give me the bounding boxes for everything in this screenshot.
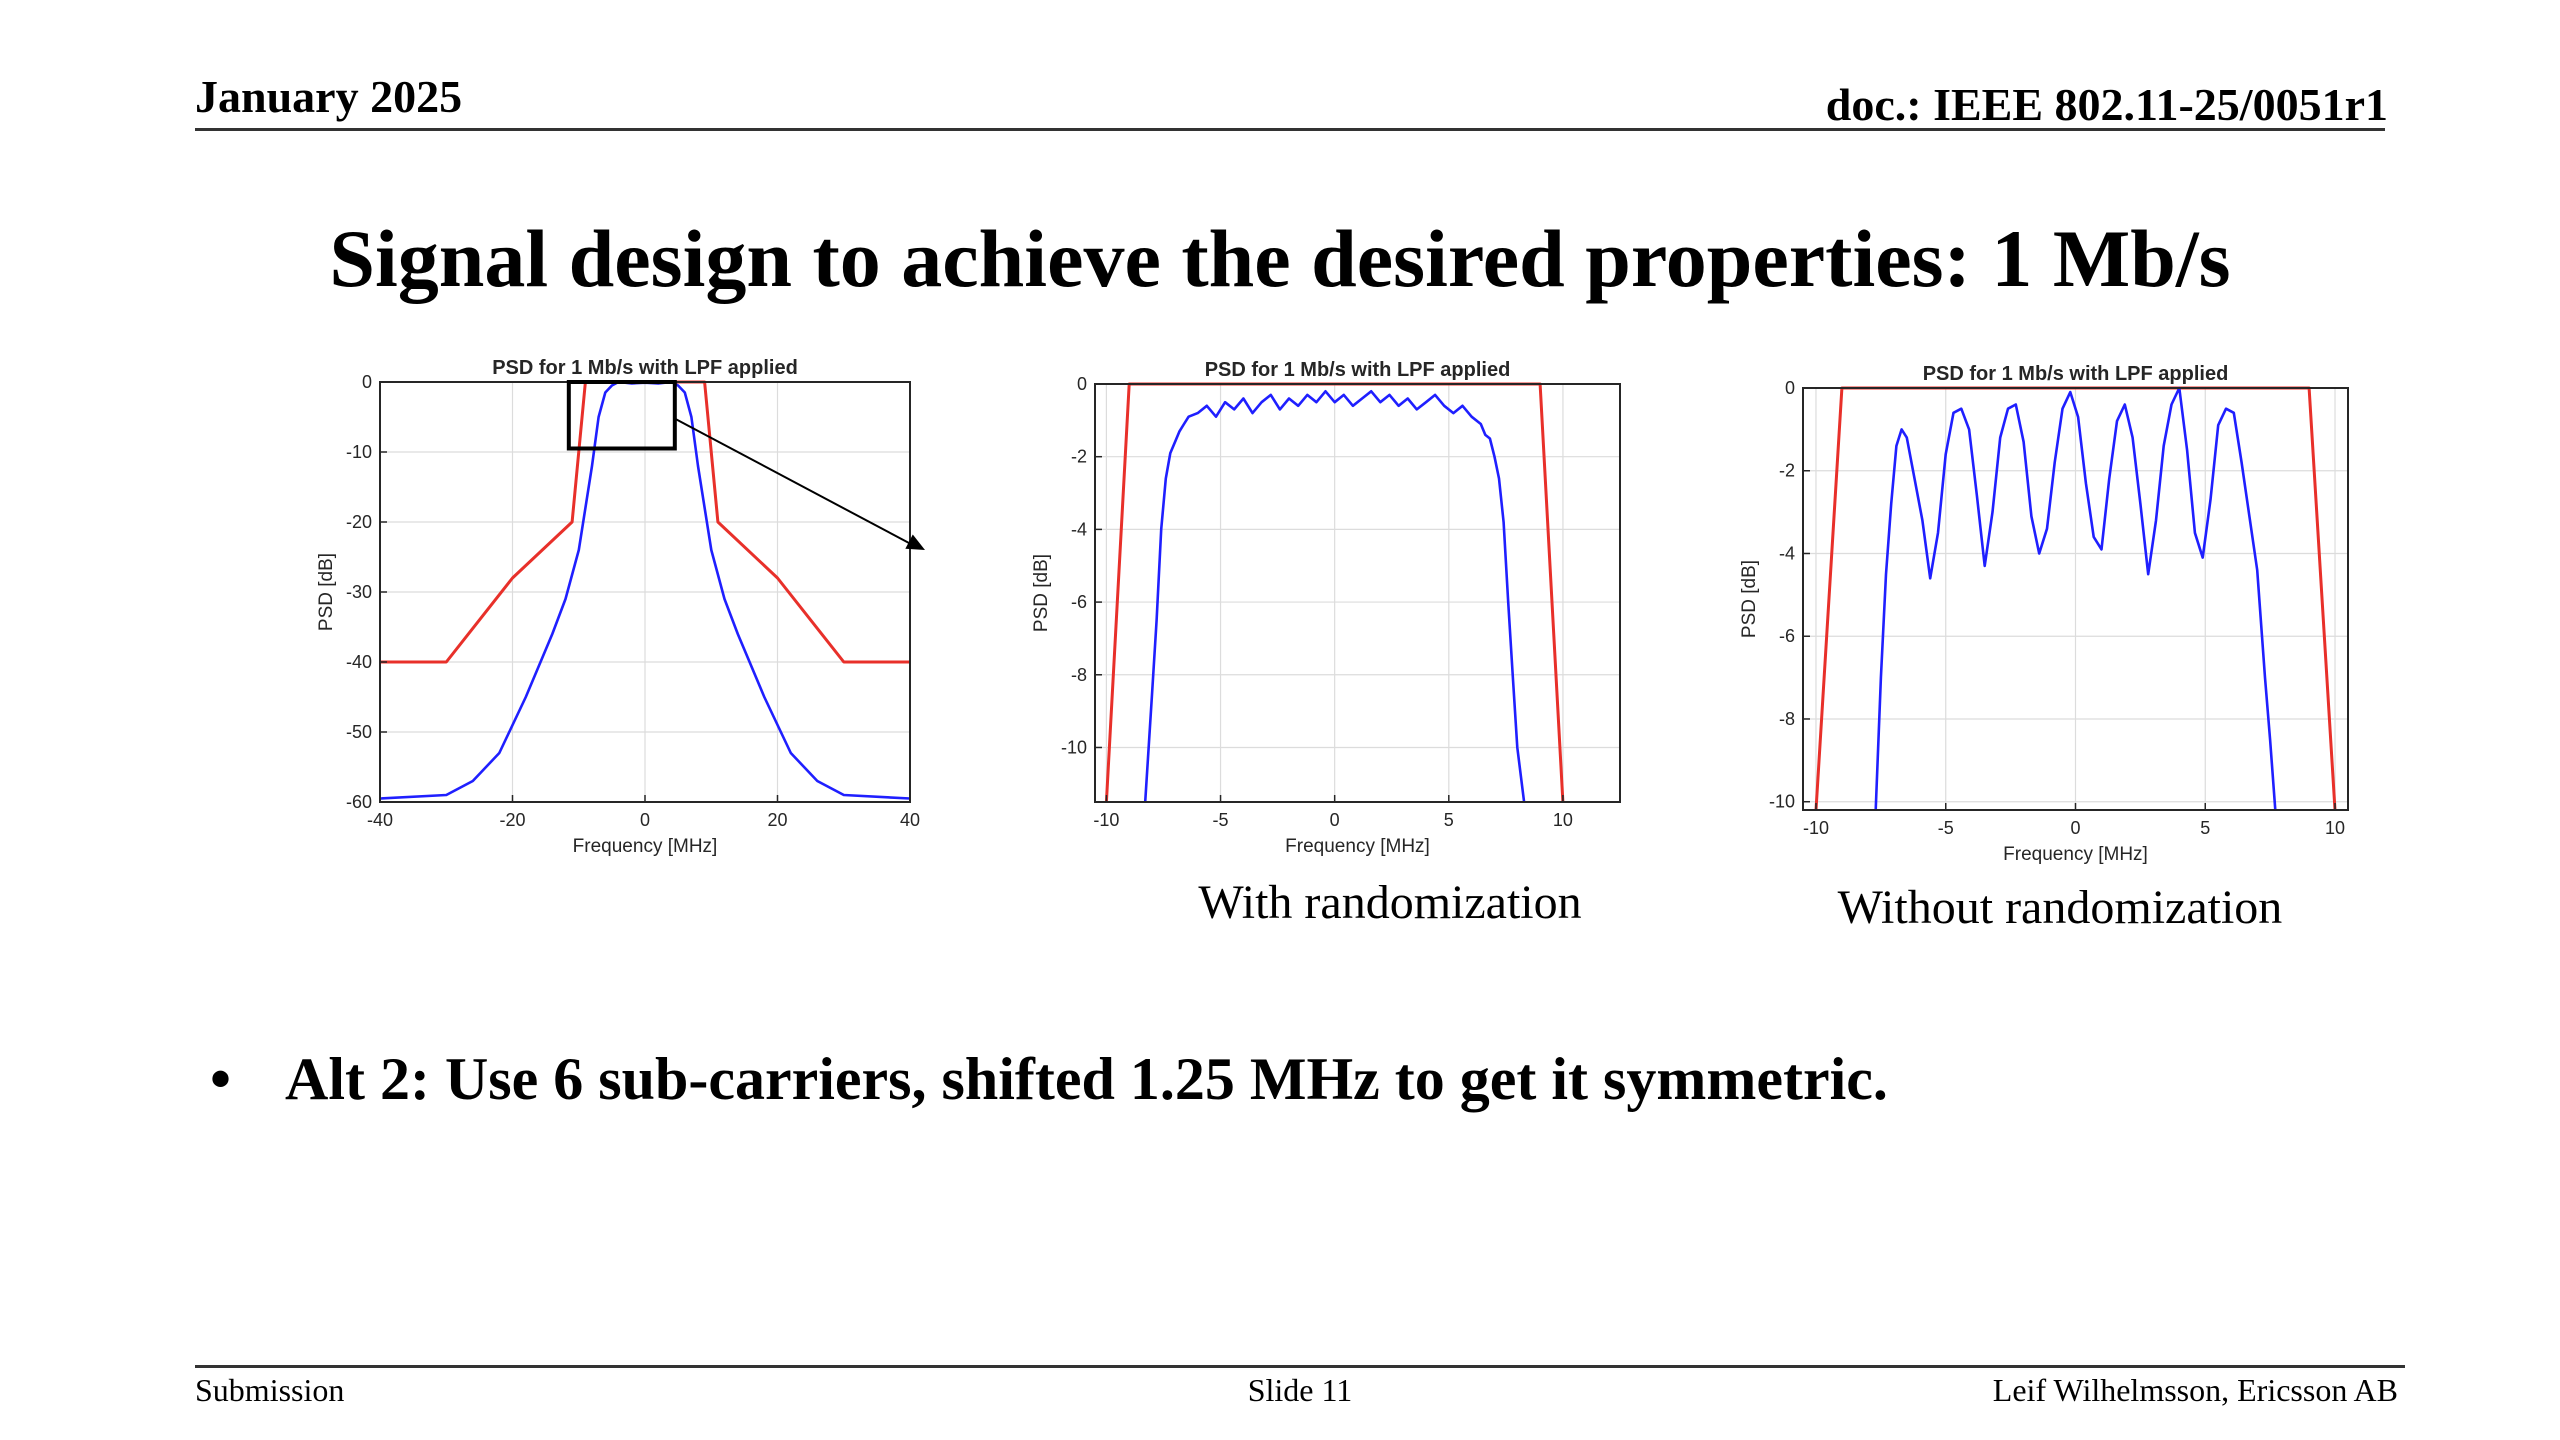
x-tick-label: 40: [900, 810, 920, 830]
x-axis-label: Frequency [MHz]: [1285, 836, 1430, 857]
chart-title: PSD for 1 Mb/s with LPF applied: [492, 357, 798, 379]
header-doc-id: doc.: IEEE 802.11-25/0051r1: [1825, 79, 2388, 130]
y-tick-label: -6: [1071, 592, 1087, 612]
chart-svg: -10 -5 0 5 10 0 -2 -4 -6 -8 -10 PSD for 1 Mb/s with…: [1739, 363, 2349, 865]
x-tick-label: -5: [1938, 818, 1954, 838]
chart-title: PSD for 1 Mb/s with LPF applied: [1205, 359, 1511, 381]
gridlines: [1095, 383, 1620, 802]
y-axis-label: PSD [dB]: [1739, 560, 1760, 638]
y-axis-label: PSD [dB]: [316, 553, 337, 631]
y-tick-label: -40: [346, 652, 372, 672]
y-tick-label: -6: [1779, 626, 1795, 646]
footer-submission: Submission: [195, 1372, 345, 1408]
y-tick-label: -10: [346, 442, 372, 462]
zoom-box: [566, 380, 677, 451]
bullet-marker: •: [210, 1046, 232, 1112]
bullet-item: • Alt 2: Use 6 sub-carriers, shifted 1.2…: [210, 1045, 1888, 1114]
caption-with-randomization: With randomization: [1198, 876, 1582, 929]
x-tick-label: -10: [1803, 818, 1829, 838]
caption-without-randomization: Without randomization: [1837, 881, 2283, 934]
zoom-arrow-head: [905, 534, 925, 550]
x-tick-label: 0: [2070, 818, 2080, 838]
y-tick-label: 0: [1077, 374, 1087, 394]
plot-area: [1095, 384, 1620, 802]
psd-line: [1143, 389, 1526, 803]
x-tick-label: 5: [1444, 810, 1454, 830]
x-tick-label: 10: [2325, 818, 2345, 838]
y-tick-label: -8: [1779, 709, 1795, 729]
y-tick-label: -2: [1071, 447, 1087, 467]
psd-line: [1874, 386, 2277, 811]
y-axis-label: PSD [dB]: [1031, 554, 1052, 632]
y-tick-label: -60: [346, 792, 372, 812]
y-tick-label: -8: [1071, 665, 1087, 685]
footer-slide-number: Slide 11: [1247, 1372, 1353, 1408]
gridlines: [379, 381, 911, 803]
x-tick-label: -20: [499, 810, 525, 830]
x-tick-label: 0: [1330, 810, 1340, 830]
y-tick-label: 0: [362, 372, 372, 392]
x-tick-label: 5: [2200, 818, 2210, 838]
y-tick-label: -30: [346, 582, 372, 602]
x-axis-label: Frequency [MHz]: [2003, 844, 2148, 865]
y-tick-label: -20: [346, 512, 372, 532]
y-tick-label: -10: [1769, 792, 1795, 812]
zoom-arrow: [674, 417, 910, 544]
chart-svg: -40 -20 0 20 40 0 -10 -20 -30 -40 -50 -60 PSD for 1 …: [316, 357, 925, 857]
x-tick-label: 0: [640, 810, 650, 830]
psd-chart-full-band: -40 -20 0 20 40 0 -10 -20 -30 -40 -50 -60 PSD for 1 …: [310, 350, 925, 870]
footer-divider: [195, 1365, 2405, 1368]
chart-svg: -10 -5 0 5 10 0 -2 -4 -6 -8 -10 PSD for 1 Mb/s with…: [1031, 359, 1621, 857]
y-tick-label: -4: [1071, 519, 1087, 539]
x-tick-label: 20: [767, 810, 787, 830]
chart-title: PSD for 1 Mb/s with LPF applied: [1923, 363, 2229, 385]
y-tick-label: -50: [346, 722, 372, 742]
x-tick-label: -5: [1213, 810, 1229, 830]
header-divider: [195, 128, 2385, 131]
bullet-text: Alt 2: Use 6 sub-carriers, shifted 1.25 …: [285, 1046, 1888, 1112]
x-tick-label: -10: [1093, 810, 1119, 830]
y-tick-label: -2: [1779, 461, 1795, 481]
footer-author: Leif Wilhelmsson, Ericsson AB: [1992, 1372, 2398, 1408]
x-tick-label: -40: [367, 810, 393, 830]
y-tick-label: -4: [1779, 543, 1795, 563]
y-tick-label: 0: [1785, 378, 1795, 398]
x-axis-label: Frequency [MHz]: [573, 836, 718, 857]
axes-frame: [1094, 383, 1621, 803]
slide-title: Signal design to achieve the desired pro…: [329, 213, 2231, 304]
psd-chart-with-randomization: -10 -5 0 5 10 0 -2 -4 -6 -8 -10 PSD for 1 Mb/s with…: [1025, 352, 1635, 872]
y-tick-label: -10: [1061, 737, 1087, 757]
x-tick-label: 10: [1553, 810, 1573, 830]
psd-chart-without-randomization: -10 -5 0 5 10 0 -2 -4 -6 -8 -10 PSD for 1 Mb/s with…: [1738, 358, 2358, 888]
header-date: January 2025: [195, 71, 463, 122]
